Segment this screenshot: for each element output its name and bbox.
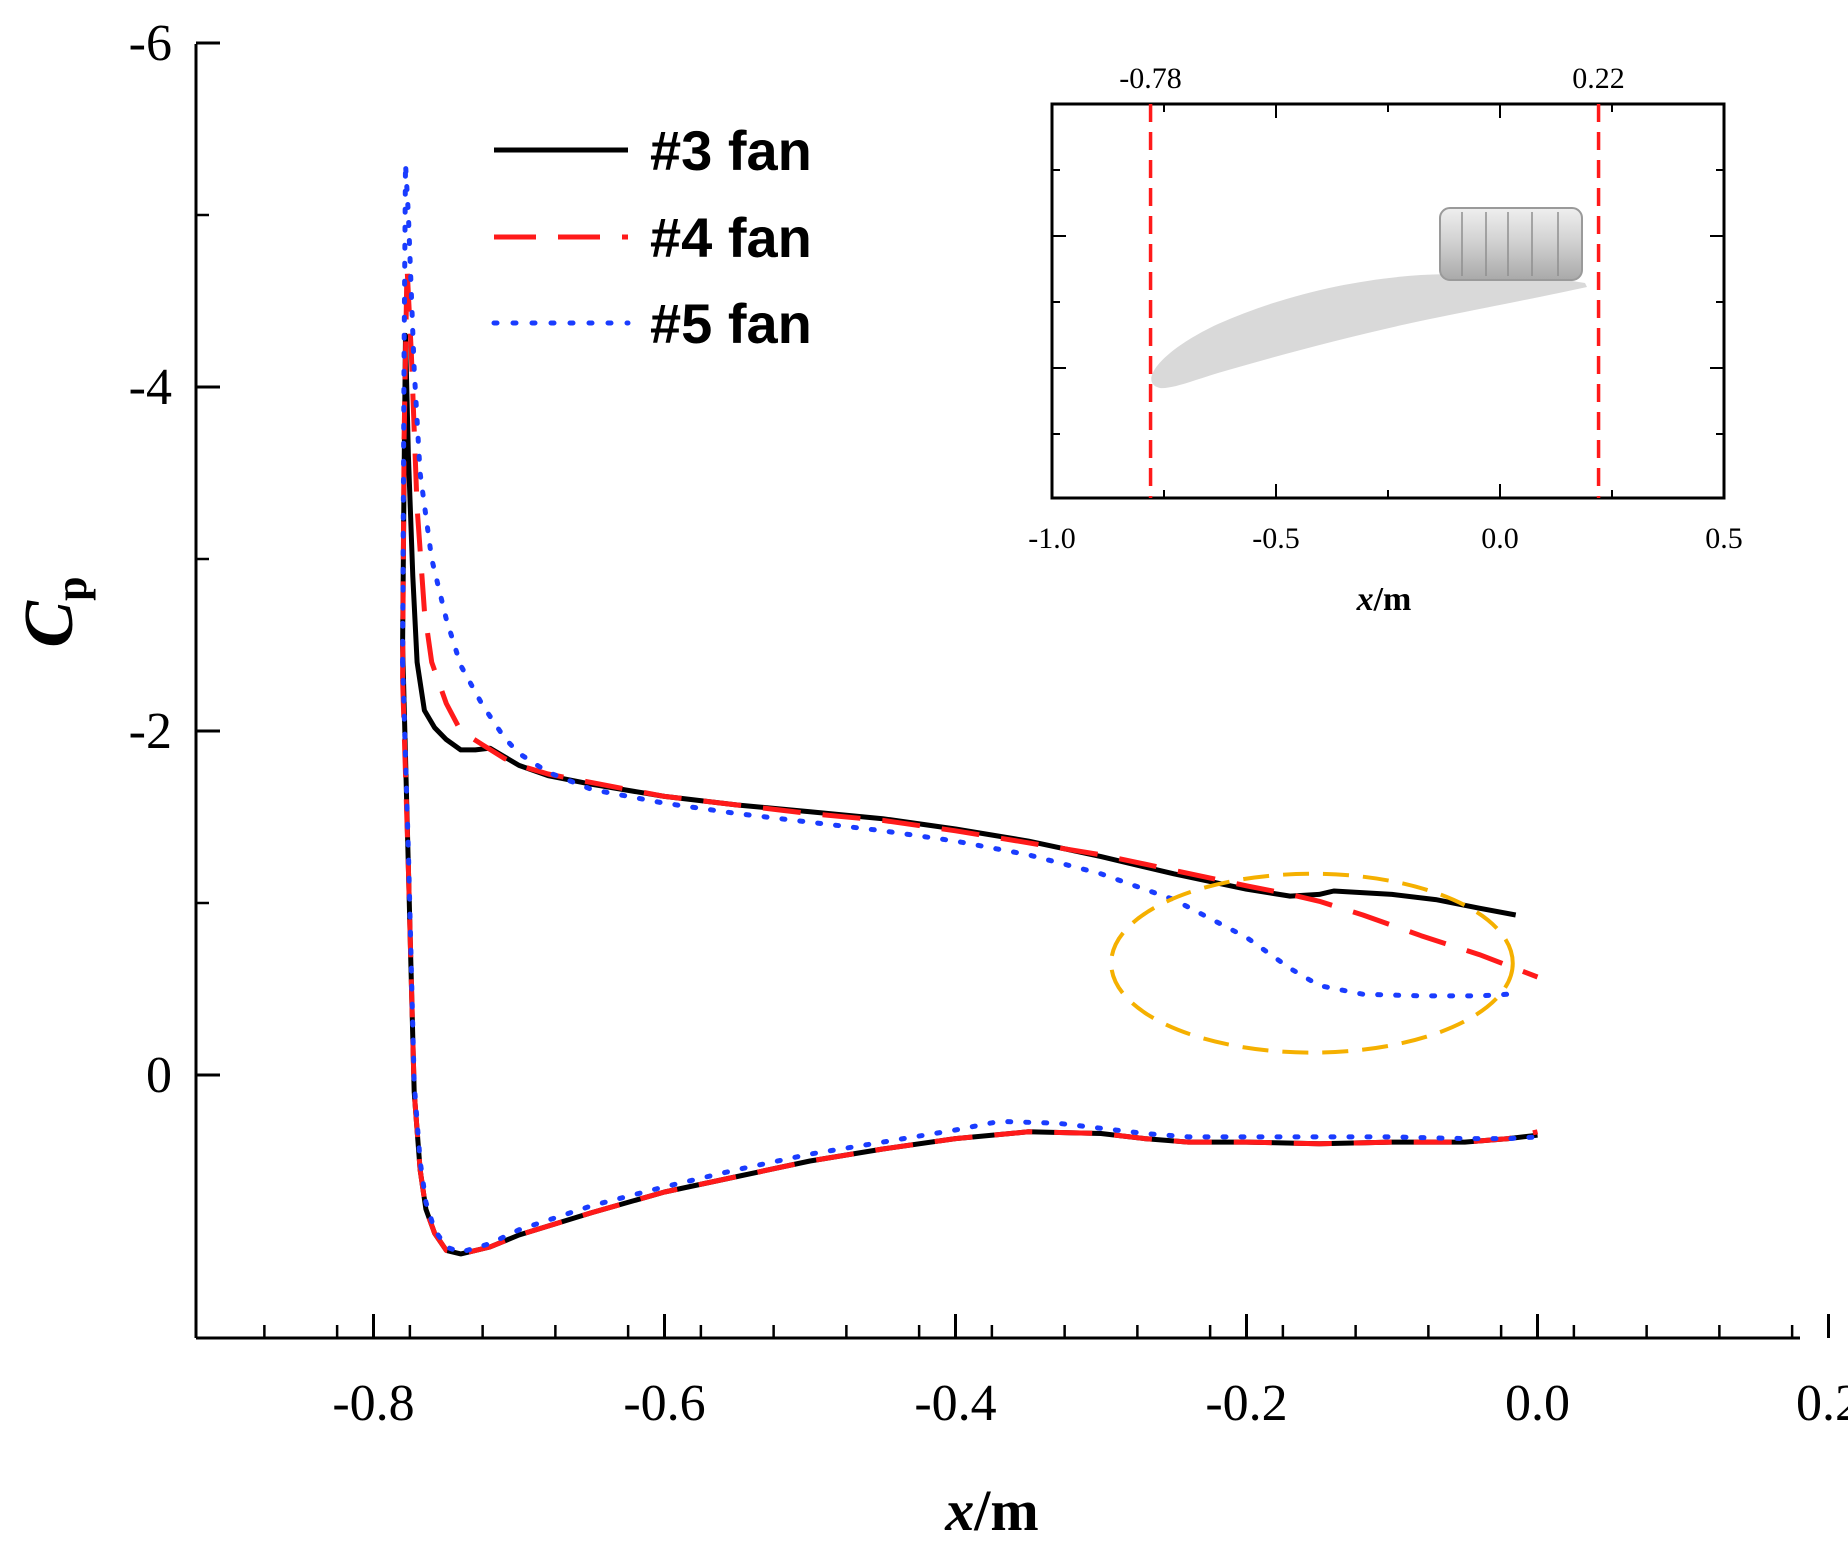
inset-marker-label: 0.22 xyxy=(1572,62,1625,95)
main-axes-frame xyxy=(194,44,1800,1340)
inset-x-tick-label: 0.0 xyxy=(1481,522,1519,555)
series-line-upper xyxy=(400,160,1511,999)
main-axis-ticks xyxy=(196,41,1830,1338)
y-axis-title: Cp xyxy=(11,576,96,647)
x-tick-label: -0.4 xyxy=(914,1375,996,1432)
legend-label: #5 fan xyxy=(650,292,812,355)
x-axis-title: x/m xyxy=(944,1478,1038,1543)
inset-x-tick-label: -0.5 xyxy=(1252,522,1300,555)
legend: #3 fan #4 fan #5 fan xyxy=(491,119,812,355)
engine-nacelle xyxy=(1439,207,1583,281)
inset-diagram: -0.78 0.22 -1.0 -0.5 0.0 0.5 x/m xyxy=(1028,62,1743,618)
x-tick-label: 0.0 xyxy=(1505,1375,1570,1432)
legend-label: #3 fan xyxy=(650,119,812,182)
y-tick-label: -2 xyxy=(129,703,172,760)
x-tick-label: -0.2 xyxy=(1205,1375,1287,1432)
airfoil-shape xyxy=(1151,273,1587,389)
series-line-lower xyxy=(400,679,1539,1257)
y-tick-label: -4 xyxy=(129,359,172,416)
inset-marker-lines: -0.78 0.22 xyxy=(1119,62,1625,498)
x-tick-label: -0.6 xyxy=(623,1375,705,1432)
series-fan-5-fan xyxy=(400,160,1540,1255)
highlight-ellipse-shape xyxy=(1109,871,1515,1055)
main-series-lines xyxy=(400,160,1540,1257)
y-tick-label: -6 xyxy=(129,15,172,72)
inset-axes-frame xyxy=(1050,102,1726,500)
series-line-lower xyxy=(400,644,1538,1257)
inset-x-tick-label: 0.5 xyxy=(1705,522,1743,555)
y-tick-label: 0 xyxy=(146,1047,172,1104)
x-tick-label: 0.2 xyxy=(1796,1375,1848,1432)
inset-marker-label: -0.78 xyxy=(1119,62,1182,95)
series-fan-4-fan xyxy=(400,264,1539,1257)
inset-x-axis-title: x/m xyxy=(1356,581,1412,618)
inset-tick-labels: -1.0 -0.5 0.0 0.5 xyxy=(1028,522,1743,555)
highlight-ellipse xyxy=(1109,871,1515,1055)
series-fan-3-fan xyxy=(400,332,1538,1257)
legend-label: #4 fan xyxy=(650,206,812,269)
series-line-upper xyxy=(400,264,1539,980)
main-plot: -0.8 -0.6 -0.4 -0.2 0.0 0.2 -6 -4 -2 0 Cp x/m #3 … xyxy=(11,15,1848,1543)
x-tick-label: -0.8 xyxy=(332,1375,414,1432)
series-line-lower xyxy=(400,659,1540,1255)
inset-x-tick-label: -1.0 xyxy=(1028,522,1076,555)
main-tick-labels: -0.8 -0.6 -0.4 -0.2 0.0 0.2 -6 -4 -2 0 xyxy=(129,15,1848,1432)
series-line-upper xyxy=(400,332,1517,918)
